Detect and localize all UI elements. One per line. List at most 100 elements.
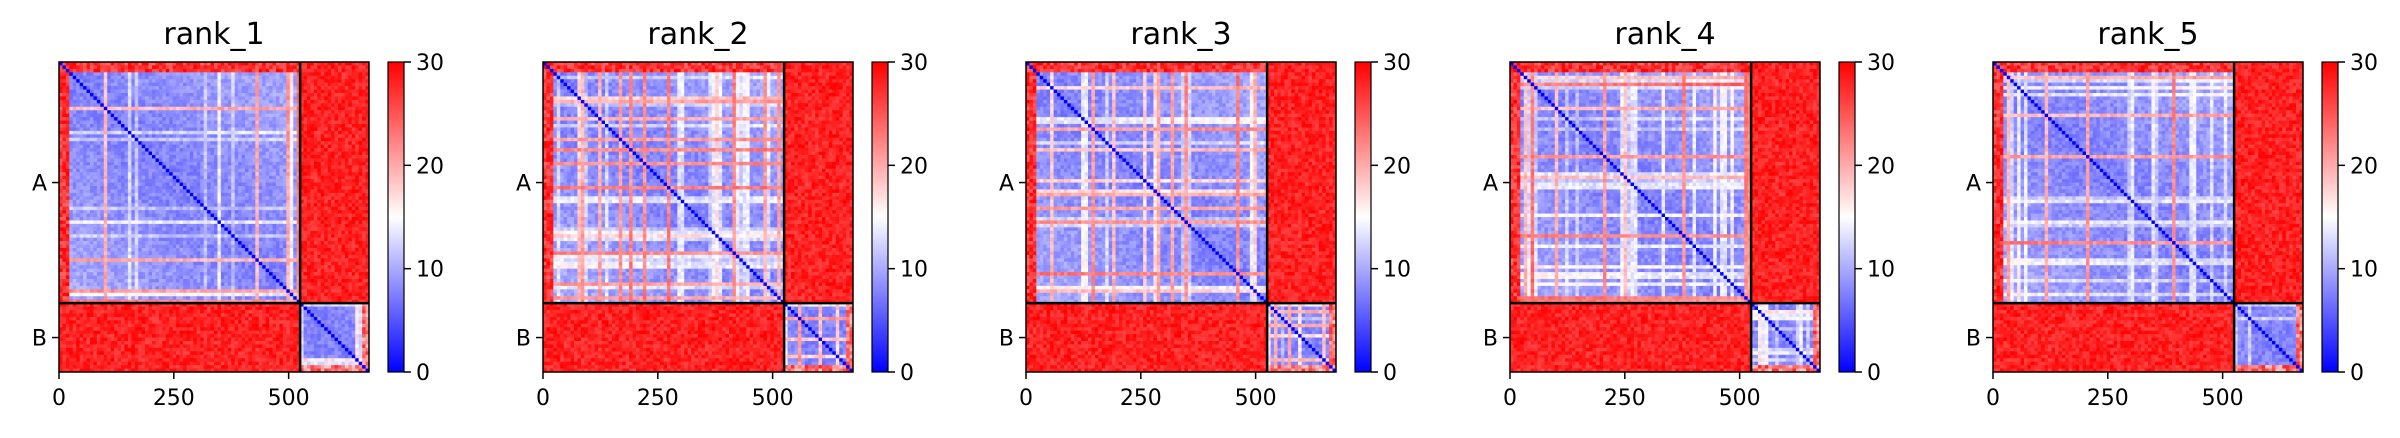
heatmap-cell [148, 199, 153, 204]
heatmap-cell [79, 82, 84, 87]
heatmap-cell [200, 124, 205, 128]
heatmap-cell [265, 237, 270, 242]
heatmap-cell [245, 134, 249, 139]
heatmap-cell [351, 172, 356, 177]
heatmap-cell [86, 175, 91, 180]
heatmap-cell [117, 68, 122, 73]
heatmap-cell [214, 86, 218, 90]
heatmap-cell [272, 62, 277, 66]
heatmap-cell [165, 79, 170, 84]
heatmap-cell [327, 206, 332, 211]
heatmap-cell [169, 220, 174, 225]
heatmap-cell [220, 124, 225, 128]
heatmap-cell [279, 206, 284, 211]
heatmap-cell [114, 65, 118, 70]
heatmap-cell [207, 230, 211, 235]
heatmap-cell [344, 234, 349, 239]
heatmap-cell [348, 127, 353, 132]
heatmap-cell [320, 93, 325, 97]
heatmap-cell [279, 130, 284, 135]
heatmap-cell [227, 127, 232, 132]
heatmap-cell [134, 86, 139, 90]
heatmap-cell [365, 127, 370, 132]
heatmap-cell [196, 79, 201, 84]
heatmap-cell [179, 127, 184, 132]
heatmap-cell [152, 120, 156, 125]
heatmap-cell [214, 134, 218, 139]
heatmap-cell [324, 62, 329, 66]
heatmap-cell [245, 120, 249, 125]
heatmap-cell [162, 137, 167, 142]
heatmap-cell [231, 165, 236, 170]
heatmap-cell [148, 130, 153, 135]
heatmap-cell [307, 192, 311, 197]
heatmap-cell [65, 151, 70, 156]
heatmap-cell [138, 248, 143, 252]
heatmap-cell [200, 103, 205, 108]
heatmap-cell [83, 117, 87, 121]
heatmap-cell [365, 130, 370, 135]
heatmap-cell [293, 217, 298, 221]
heatmap-cell [293, 124, 298, 128]
heatmap-cell [248, 227, 253, 232]
heatmap-cell [303, 96, 308, 101]
heatmap-cell [331, 96, 335, 101]
heatmap-cell [351, 106, 356, 111]
heatmap-cell [265, 182, 270, 187]
heatmap-cell [145, 230, 149, 235]
heatmap-cell [145, 130, 149, 135]
heatmap-cell [145, 99, 149, 104]
heatmap-cell [200, 72, 205, 77]
heatmap-cell [269, 213, 273, 218]
heatmap-cell [282, 230, 287, 235]
heatmap-cell [96, 251, 101, 256]
heatmap-cell [162, 210, 167, 214]
heatmap-cell [365, 93, 370, 97]
heatmap-cell [286, 130, 291, 135]
heatmap-cell [152, 79, 156, 84]
heatmap-cell [338, 120, 342, 125]
heatmap-cell [338, 234, 342, 239]
heatmap-cell [165, 113, 170, 118]
heatmap-cell [189, 134, 194, 139]
heatmap-cell [169, 237, 174, 242]
heatmap-cell [276, 68, 280, 73]
heatmap-cell [214, 155, 218, 159]
heatmap-cell [355, 186, 360, 190]
heatmap-cell [289, 158, 294, 163]
heatmap-cell [117, 213, 122, 218]
heatmap-cell [103, 79, 108, 84]
heatmap-cell [351, 62, 356, 66]
heatmap-cell [245, 199, 249, 204]
heatmap-cell [79, 213, 84, 218]
heatmap-cell [310, 199, 315, 204]
heatmap-cell [262, 248, 267, 252]
heatmap-cell [121, 172, 125, 177]
heatmap-cell [72, 186, 77, 190]
heatmap-cell [251, 124, 256, 128]
heatmap-cell [200, 127, 205, 132]
heatmap-cell [310, 62, 315, 66]
heatmap-cell [90, 213, 94, 218]
heatmap-cell [296, 151, 301, 156]
heatmap-cell [79, 189, 84, 194]
heatmap-cell [72, 99, 77, 104]
heatmap-cell [172, 93, 177, 97]
heatmap-cell [103, 106, 108, 111]
heatmap-cell [351, 196, 356, 201]
heatmap-cell [227, 179, 232, 183]
heatmap-cell [179, 230, 184, 235]
heatmap-cell [62, 165, 67, 170]
heatmap-cell [214, 62, 218, 66]
heatmap-cell [121, 99, 125, 104]
heatmap-cell [193, 130, 198, 135]
heatmap-cell [289, 234, 294, 239]
heatmap-cell [207, 165, 211, 170]
heatmap-cell [327, 134, 332, 139]
heatmap-cell [217, 158, 222, 163]
heatmap-cell [210, 192, 215, 197]
heatmap-cell [276, 155, 280, 159]
heatmap-cell [79, 175, 84, 180]
heatmap-cell [293, 230, 298, 235]
heatmap-cell [124, 62, 129, 66]
